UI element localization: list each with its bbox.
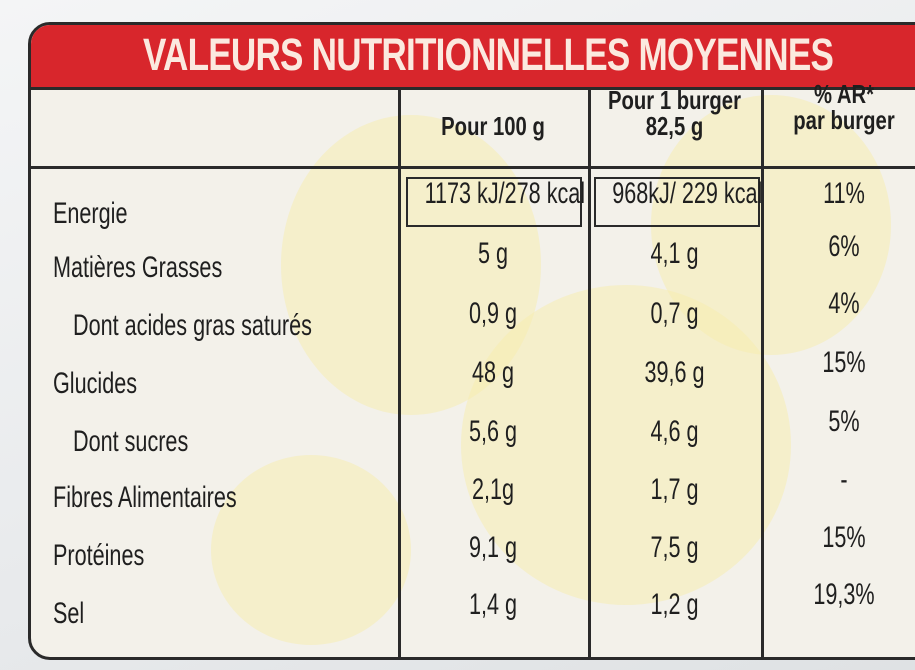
title-banner: VALEURS NUTRITIONNELLES MOYENNES: [31, 25, 915, 90]
acides-gras-satures-ar: 4%: [828, 287, 860, 320]
proteines-per-100g: 9,1 g: [468, 531, 518, 564]
row-label-sel: Sel: [53, 597, 85, 630]
table-title: VALEURS NUTRITIONNELLES MOYENNES: [143, 29, 834, 80]
background-pattern: [211, 455, 411, 645]
nutrition-table: VALEURS NUTRITIONNELLES MOYENNES Pour 10…: [28, 22, 915, 660]
fibres-per-100g: 2,1g: [471, 473, 515, 506]
acides-gras-satures-per-100g: 0,9 g: [468, 297, 518, 330]
energie-per-100g: 1173 kJ/278 kcal: [424, 177, 586, 210]
energie-ar: 11%: [823, 177, 865, 210]
matieres-grasses-per-100g: 5 g: [477, 237, 509, 270]
column-header-per-100g: Pour 100 g: [441, 111, 545, 141]
dont-sucres-per-burger: 4,6 g: [650, 415, 699, 448]
row-label-dont-sucres: Dont sucres: [73, 425, 189, 458]
row-label-acides-gras-satures: Dont acides gras saturés: [73, 309, 312, 342]
row-label-matieres-grasses: Matières Grasses: [53, 251, 223, 284]
row-label-glucides: Glucides: [53, 367, 138, 400]
row-label-energie: Energie: [53, 197, 128, 230]
row-label-proteines: Protéines: [53, 539, 145, 572]
column-header-ar-per-burger: par burger: [793, 105, 895, 135]
matieres-grasses-ar: 6%: [828, 230, 860, 263]
header-divider: [31, 166, 915, 169]
glucides-per-100g: 48 g: [471, 356, 515, 389]
column-header-per-burger: Pour 1 burger: [608, 85, 741, 115]
glucides-per-burger: 39,6 g: [644, 356, 705, 389]
proteines-ar: 15%: [822, 521, 866, 554]
fibres-ar: -: [840, 463, 848, 496]
column-divider: [398, 87, 401, 657]
sel-per-100g: 1,4 g: [468, 588, 518, 621]
matieres-grasses-per-burger: 4,1 g: [650, 237, 699, 270]
proteines-per-burger: 7,5 g: [650, 531, 699, 564]
row-label-fibres-alimentaires: Fibres Alimentaires: [53, 481, 237, 514]
dont-sucres-per-100g: 5,6 g: [468, 415, 518, 448]
energy-box-100g: [406, 177, 582, 227]
dont-sucres-ar: 5%: [828, 405, 860, 438]
acides-gras-satures-per-burger: 0,7 g: [650, 297, 699, 330]
energy-box-burger: [594, 177, 760, 227]
sel-per-burger: 1,2 g: [650, 588, 699, 621]
glucides-ar: 15%: [822, 346, 866, 379]
column-header-ar: % AR*: [813, 79, 875, 109]
column-divider: [761, 87, 764, 657]
column-divider: [588, 87, 591, 657]
fibres-per-burger: 1,7 g: [650, 473, 699, 506]
sel-ar: 19,3%: [813, 578, 875, 611]
column-header-per-burger-weight: 82,5 g: [645, 111, 704, 141]
energie-per-burger: 968kJ/ 229 kcal: [612, 177, 763, 210]
